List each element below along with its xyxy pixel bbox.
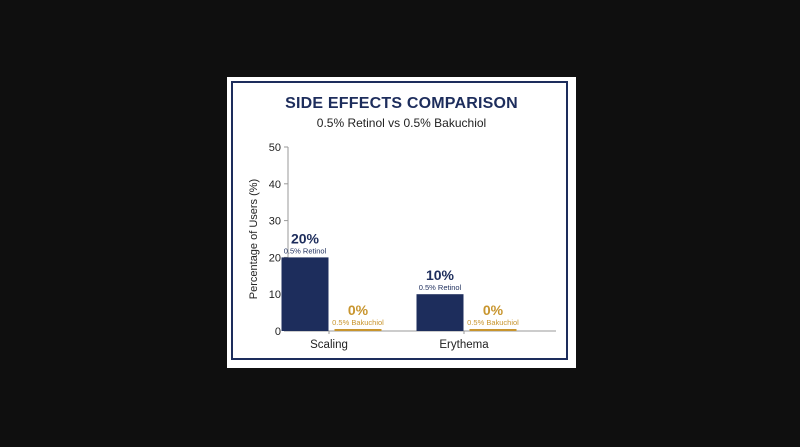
bar-chart: 0 10 20 30 40 50 Percentage of Users (%) Scalin… (248, 142, 556, 351)
data-label-series-name: 0.5% Retinol (284, 246, 327, 255)
data-label: 0% (483, 302, 504, 318)
x-tick-label: Erythema (439, 339, 489, 351)
y-tick-label: 10 (269, 289, 281, 301)
data-label-series-name: 0.5% Retinol (419, 283, 462, 292)
y-tick-label: 0 (275, 326, 281, 338)
bar (469, 329, 517, 331)
chart-frame (231, 81, 568, 360)
bar (334, 329, 382, 331)
chart-title: SIDE EFFECTS COMPARISON (285, 95, 518, 112)
data-label: 10% (426, 267, 455, 283)
bar (416, 294, 464, 331)
y-tick-label: 20 (269, 252, 281, 264)
chart-subtitle: 0.5% Retinol vs 0.5% Bakuchiol (316, 116, 487, 130)
y-tick-label: 30 (269, 216, 281, 228)
x-tick-label: Scaling (310, 339, 348, 351)
y-tick-label: 50 (269, 142, 281, 154)
bar (281, 257, 329, 331)
data-label: 0% (348, 302, 369, 318)
data-label-series-name: 0.5% Bakuchiol (467, 318, 519, 327)
data-label-series-name: 0.5% Bakuchiol (332, 318, 384, 327)
y-axis-label: Percentage of Users (%) (248, 179, 260, 299)
chart-card: SIDE EFFECTS COMPARISON 0.5% Retinol vs … (227, 77, 576, 368)
y-tick-label: 40 (269, 179, 281, 191)
data-label: 20% (291, 230, 320, 246)
